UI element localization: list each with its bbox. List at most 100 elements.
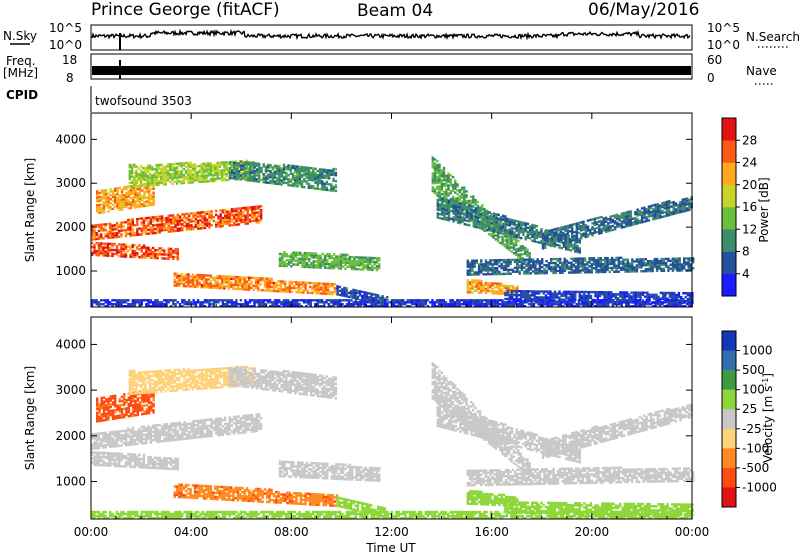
range-cell: [253, 174, 256, 177]
range-cell: [493, 263, 497, 266]
range-cell: [651, 263, 654, 267]
range-cell: [273, 182, 277, 185]
range-cell: [531, 294, 534, 297]
range-cell: [221, 177, 224, 180]
range-cell: [479, 226, 482, 230]
range-cell: [155, 167, 158, 171]
range-cell: [600, 215, 603, 219]
range-cell: [144, 170, 147, 174]
range-cell: [120, 247, 123, 250]
range-cell: [615, 264, 618, 267]
range-cell: [585, 296, 588, 300]
range-cell: [224, 212, 227, 216]
range-cell: [219, 217, 222, 220]
range-cell: [513, 221, 516, 224]
range-cell: [622, 221, 626, 225]
range-cell: [549, 292, 552, 295]
range-cell: [438, 199, 442, 202]
range-cell: [226, 212, 229, 215]
range-cell: [624, 268, 627, 271]
range-cell: [155, 173, 158, 177]
range-cell: [592, 267, 596, 270]
range-cell: [495, 284, 499, 287]
range-cell: [441, 203, 444, 206]
range-cell: [263, 281, 267, 284]
range-cell: [576, 240, 579, 244]
range-cell: [91, 253, 94, 257]
range-cell: [111, 242, 114, 246]
range-cell: [545, 260, 548, 263]
range-cell: [196, 223, 200, 226]
range-cell: [547, 292, 550, 295]
range-cell: [223, 287, 226, 290]
range-cell: [341, 261, 345, 264]
range-cell: [454, 183, 457, 186]
range-cell: [227, 279, 231, 282]
range-cell: [208, 224, 211, 227]
range-cell: [255, 162, 259, 165]
range-cell: [604, 226, 608, 229]
range-cell: [144, 176, 147, 179]
range-cell: [263, 289, 267, 292]
range-cell: [282, 175, 286, 178]
range-cell: [246, 175, 250, 178]
range-cell: [595, 259, 598, 262]
range-cell: [323, 260, 327, 264]
range-cell: [606, 262, 609, 266]
range-cell: [244, 218, 247, 221]
range-cell: [604, 228, 608, 231]
range-cell: [442, 184, 446, 188]
range-cell: [491, 269, 494, 272]
range-cell: [496, 238, 500, 241]
range-cell: [610, 297, 613, 300]
range-cell: [627, 222, 630, 225]
range-cell: [262, 177, 265, 180]
range-cell: [677, 211, 680, 214]
range-cell: [468, 289, 472, 292]
range-cell: [111, 248, 114, 252]
range-cell: [465, 200, 468, 203]
range-cell: [297, 289, 300, 292]
range-cell: [586, 227, 590, 230]
range-cell: [497, 231, 500, 234]
range-cell: [118, 196, 121, 200]
range-cell: [171, 178, 174, 182]
range-cell: [167, 218, 170, 221]
range-cell: [130, 173, 134, 176]
range-cell: [167, 230, 170, 233]
range-cell: [235, 173, 238, 177]
range-cell: [154, 216, 157, 219]
range-cell: [438, 181, 441, 184]
range-cell: [445, 202, 448, 206]
range-cell: [613, 220, 617, 223]
range-cell: [166, 175, 170, 178]
range-cell: [187, 283, 190, 286]
range-cell: [336, 291, 339, 294]
range-cell: [443, 214, 446, 217]
range-cell: [665, 212, 669, 215]
range-cell: [531, 235, 534, 239]
range-cell: [352, 290, 355, 294]
range-cell: [157, 165, 161, 169]
range-cell: [365, 293, 369, 297]
range-cell: [277, 288, 280, 291]
range-cell: [571, 247, 575, 251]
range-cell: [515, 251, 518, 255]
range-cell: [512, 238, 516, 241]
range-cell: [341, 253, 345, 256]
range-cell: [202, 162, 206, 165]
range-cell: [138, 201, 142, 204]
range-cell: [373, 262, 376, 266]
range-cell: [449, 201, 452, 205]
range-cell: [249, 163, 252, 166]
range-cell: [286, 286, 289, 289]
range-cell: [499, 235, 502, 239]
range-cell: [352, 288, 355, 292]
range-cell: [520, 296, 523, 299]
range-cell: [158, 217, 161, 220]
range-cell: [459, 210, 462, 213]
range-cell: [629, 218, 632, 221]
range-cell: [505, 246, 509, 250]
range-cell: [657, 297, 660, 300]
range-cell: [640, 213, 644, 216]
